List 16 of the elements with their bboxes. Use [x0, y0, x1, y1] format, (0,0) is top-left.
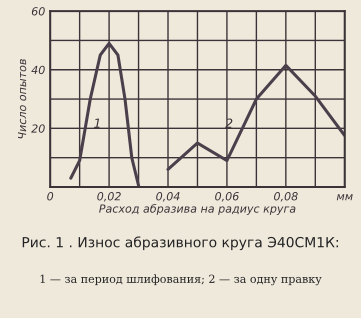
- y-tick-label: 20: [31, 124, 45, 133]
- x-tick-label: 0,06: [215, 192, 239, 202]
- x-tick-label: 0: [47, 192, 54, 200]
- x-tick-label: 0,04: [156, 192, 180, 202]
- y-axis-title: Число опытов: [18, 59, 26, 138]
- line-series: [166, 64, 345, 171]
- series-label: 1: [94, 118, 100, 128]
- x-axis-title: Расход абразива на радиус круга: [99, 204, 296, 215]
- x-tick-label: 0,08: [274, 192, 298, 202]
- text: Рис. 1 . Износ абразивного круга Э40СМ1К:: [22, 236, 338, 250]
- y-tick-label: 40: [31, 66, 45, 74]
- y-tick-label: 60: [32, 7, 45, 16]
- x-tick-label: 0,02: [97, 192, 121, 202]
- line-series: [69, 42, 140, 187]
- text: 1 — за период шлифования; 2 — за одну правку: [40, 274, 322, 286]
- x-tick-label: мм: [336, 194, 353, 200]
